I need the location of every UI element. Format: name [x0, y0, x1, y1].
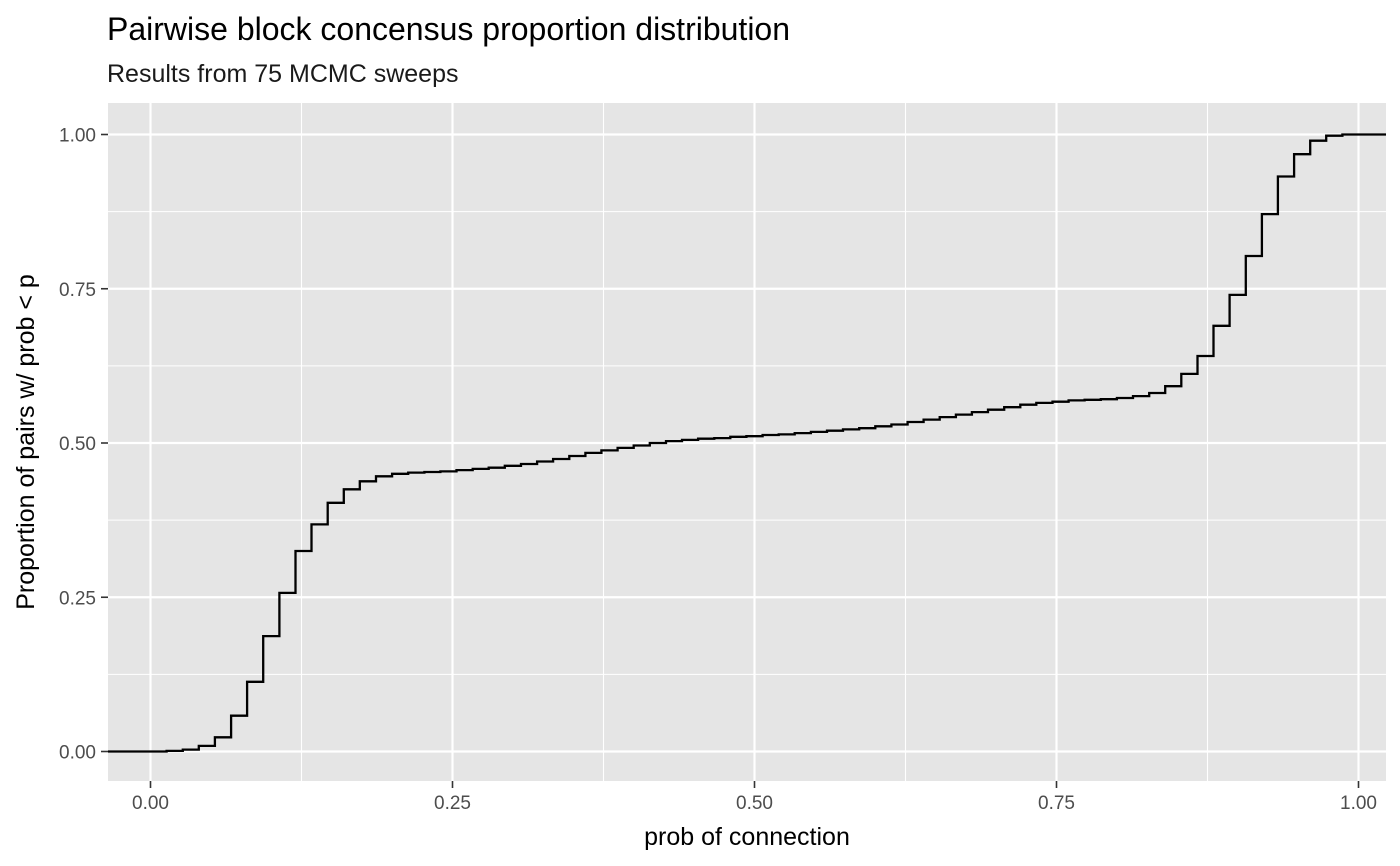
x-tick-label: 0.00: [132, 793, 169, 814]
y-tick-label: 0.75: [59, 280, 96, 301]
x-tick-label: 0.50: [736, 793, 773, 814]
y-tick-label: 0.50: [59, 434, 96, 455]
y-tick-label: 1.00: [59, 126, 96, 147]
y-axis: 0.00 0.25 0.50 0.75 1.00: [59, 126, 108, 764]
grid-major: [108, 103, 1386, 781]
x-tick-label: 1.00: [1340, 793, 1377, 814]
y-axis-title: Proportion of pairs w/ prob < p: [12, 274, 40, 610]
x-axis: 0.00 0.25 0.50 0.75 1.00: [132, 781, 1377, 814]
x-axis-title: prob of connection: [644, 823, 850, 851]
chart-subtitle: Results from 75 MCMC sweeps: [107, 60, 458, 88]
x-tick-label: 0.25: [434, 793, 471, 814]
y-tick-label: 0.25: [59, 588, 96, 609]
chart-title: Pairwise block concensus proportion dist…: [107, 11, 790, 47]
ecdf-step-line: [108, 133, 1386, 753]
y-tick-label: 0.00: [59, 743, 96, 764]
x-tick-label: 0.75: [1038, 793, 1075, 814]
